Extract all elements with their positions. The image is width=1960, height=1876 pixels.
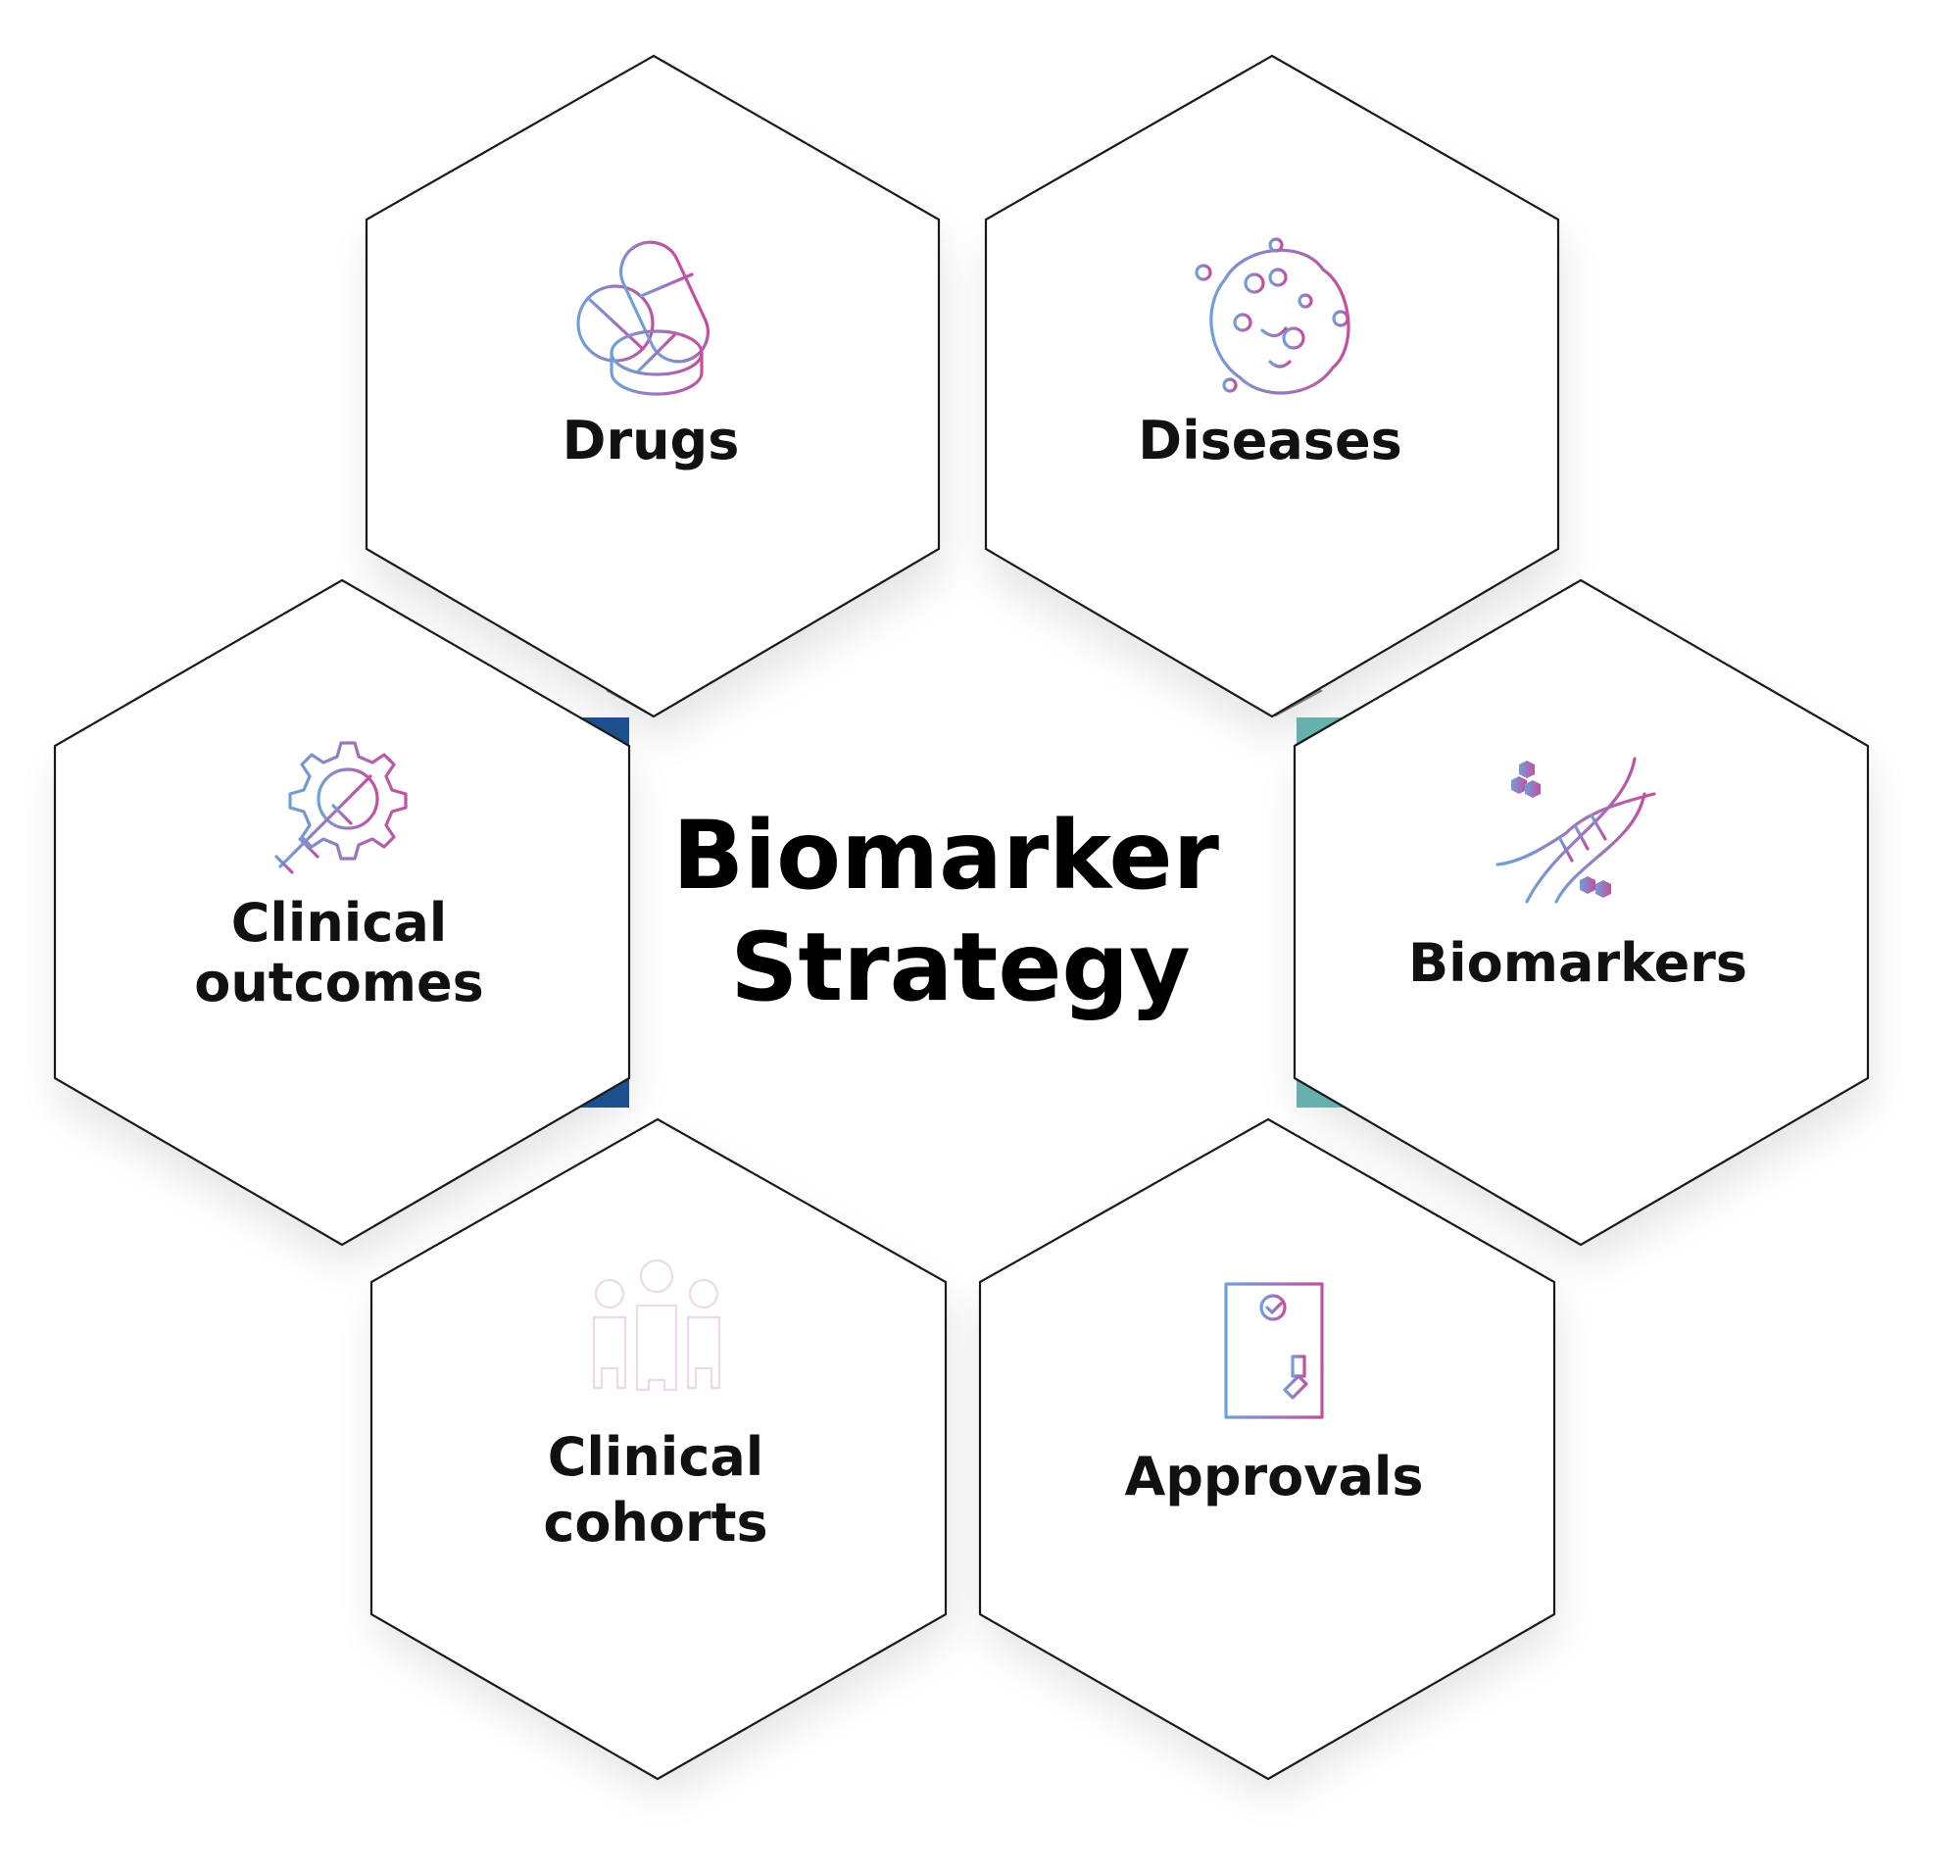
pills-icon — [576, 240, 710, 396]
label-biomarkers: Biomarkers — [1408, 932, 1747, 994]
gear-syringe-icon — [274, 741, 408, 874]
center-title-line1: Biomarker — [672, 801, 1220, 911]
label-drugs: Drugs — [563, 410, 740, 471]
center-title-line2: Strategy — [730, 913, 1190, 1022]
approved-document-icon — [1224, 1282, 1324, 1419]
hex-approvals — [978, 1117, 1556, 1781]
label-diseases: Diseases — [1138, 410, 1401, 471]
people-group-icon — [592, 1259, 721, 1392]
hex-clinical-outcomes — [53, 578, 631, 1247]
hex-drugs — [365, 54, 941, 718]
virus-icon — [1195, 237, 1350, 395]
label-clinical-outcomes-line1: Clinical — [231, 892, 448, 954]
hex-biomarkers — [1293, 578, 1870, 1247]
label-approvals: Approvals — [1124, 1446, 1423, 1507]
hex-diseases — [984, 54, 1560, 718]
label-clinical-cohorts-line2: cohorts — [543, 1492, 767, 1554]
dna-icon — [1495, 757, 1656, 904]
label-clinical-cohorts-line1: Clinical — [548, 1426, 764, 1488]
hex-clinical-cohorts — [369, 1117, 948, 1781]
label-clinical-outcomes-line2: outcomes — [194, 952, 484, 1013]
